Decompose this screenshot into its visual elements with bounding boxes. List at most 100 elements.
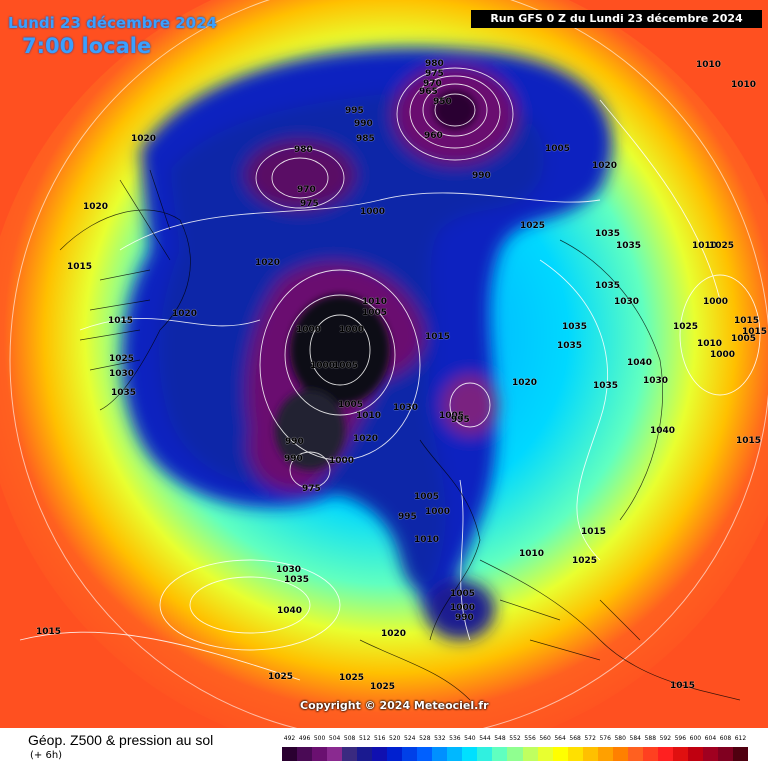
scale-swatch — [672, 747, 688, 761]
coastlines — [59, 169, 741, 701]
pressure-label: 1000 — [450, 603, 476, 613]
scale-swatch — [342, 747, 358, 761]
scale-swatch — [522, 747, 538, 761]
scale-value: 524 — [404, 735, 416, 742]
pressure-label: 1010 — [696, 60, 722, 70]
scale-swatch — [597, 747, 613, 761]
pressure-label: 965 — [419, 87, 438, 97]
scale-value: 556 — [524, 735, 536, 742]
scale-swatch — [327, 747, 343, 761]
scale-value: 544 — [479, 735, 491, 742]
pressure-label: 1035 — [284, 575, 310, 585]
pressure-label: 995 — [345, 106, 364, 116]
pressure-label: 1030 — [276, 565, 302, 575]
pressure-label: 1020 — [353, 434, 379, 444]
pressure-label: 1030 — [643, 376, 669, 386]
scale-value: 552 — [509, 735, 521, 742]
scale-swatch — [657, 747, 673, 761]
pressure-label: 1005 — [414, 492, 440, 502]
scale-swatch — [387, 747, 403, 761]
pressure-label: 1025 — [673, 322, 699, 332]
scale-swatch — [297, 747, 313, 761]
scale-value: 588 — [644, 735, 657, 742]
scale-swatch — [462, 747, 478, 761]
map-subtitle: (+ 6h) — [30, 750, 63, 761]
low-970 — [245, 140, 355, 210]
scale-value: 564 — [554, 735, 566, 742]
forecast-time: 7:00 locale — [22, 34, 152, 58]
pressure-label: 1020 — [172, 309, 198, 319]
pressure-label: 1025 — [339, 673, 365, 683]
pressure-label: 1000 — [329, 456, 355, 466]
pressure-label: 1025 — [520, 221, 546, 231]
pressure-label: 1035 — [595, 229, 621, 239]
pressure-label: 1015 — [581, 527, 607, 537]
pressure-label: 1015 — [734, 316, 760, 326]
scale-value: 520 — [389, 735, 401, 742]
pressure-label: 1035 — [557, 341, 583, 351]
pressure-label: 990 — [472, 171, 491, 181]
color-scale-bar — [282, 747, 748, 761]
pressure-label: 970 — [297, 185, 316, 195]
color-scale-values: 492 496 500 504 508 512 516 520 524 528 532 536 540 5… — [282, 735, 748, 745]
pressure-label: 1040 — [627, 358, 653, 368]
pressure-label: 980 — [425, 59, 444, 69]
pressure-label: 1010 — [697, 339, 723, 349]
pressure-label: 1040 — [650, 426, 676, 436]
pressure-label: 990 — [455, 613, 474, 623]
pressure-label: 1005 — [333, 361, 359, 371]
pressure-label: 1035 — [616, 241, 642, 251]
pressure-label: 1030 — [614, 297, 640, 307]
pressure-label: 1010 — [692, 241, 718, 251]
pressure-label: 975 — [300, 199, 319, 209]
pressure-label: 950 — [433, 97, 452, 107]
scale-swatch — [567, 747, 583, 761]
pressure-label: 970 — [423, 79, 442, 89]
scale-value: 580 — [614, 735, 626, 742]
pressure-label: 1035 — [595, 281, 621, 291]
pressure-label: 1000 — [360, 207, 386, 217]
pressure-label: 1000 — [339, 325, 365, 335]
scale-value: 532 — [434, 735, 446, 742]
pressure-label: 1010 — [519, 549, 545, 559]
run-banner: Run GFS 0 Z du Lundi 23 décembre 2024 — [471, 10, 762, 28]
pressure-label: 1015 — [670, 681, 696, 691]
scale-value: 504 — [328, 735, 341, 742]
scale-swatch — [447, 747, 463, 761]
scale-value: 560 — [539, 735, 551, 742]
scale-value: 548 — [494, 735, 506, 742]
scale-value: 568 — [569, 735, 581, 742]
scale-swatch — [717, 747, 733, 761]
pressure-label: 1010 — [356, 411, 382, 421]
scale-value: 536 — [449, 735, 461, 742]
scale-value: 576 — [599, 735, 611, 742]
map-title: Géop. Z500 & pression au sol — [28, 732, 214, 748]
scale-swatch — [612, 747, 628, 761]
pressure-label: 1020 — [381, 629, 407, 639]
scale-value: 612 — [734, 735, 747, 742]
pressure-label: 1025 — [109, 354, 135, 364]
pressure-label: 1020 — [131, 134, 157, 144]
pressure-label: 1005 — [439, 411, 465, 421]
scale-value: 516 — [373, 735, 386, 742]
forecast-date: Lundi 23 décembre 2024 — [8, 14, 217, 32]
pressure-label: 1000 — [310, 361, 336, 371]
pressure-label: 1040 — [277, 606, 303, 616]
pressure-label: 995 — [451, 415, 470, 425]
pressure-label: 1020 — [255, 258, 281, 268]
scale-swatch — [732, 747, 748, 761]
pressure-label: 1010 — [362, 297, 388, 307]
pressure-label: 1005 — [450, 589, 476, 599]
pressure-label: 1020 — [83, 202, 109, 212]
copyright: Copyright © 2024 Meteociel.fr — [300, 699, 489, 712]
scale-swatch — [432, 747, 448, 761]
scale-value: 572 — [584, 735, 596, 742]
scale-swatch — [312, 747, 328, 761]
isobars — [19, 67, 761, 681]
pressure-label: 1030 — [393, 403, 419, 413]
scale-swatch — [492, 747, 508, 761]
scale-value: 512 — [358, 735, 371, 742]
pressure-label: 1030 — [109, 369, 135, 379]
scale-swatch — [477, 747, 493, 761]
pressure-label: 1020 — [512, 378, 538, 388]
